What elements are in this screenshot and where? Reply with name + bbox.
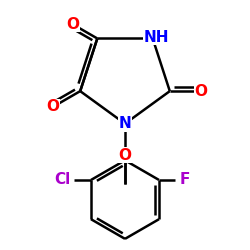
Text: O: O xyxy=(195,84,208,99)
Text: F: F xyxy=(180,172,190,188)
Text: N: N xyxy=(118,116,132,131)
Text: O: O xyxy=(118,148,132,162)
Text: O: O xyxy=(46,99,60,114)
Text: Cl: Cl xyxy=(54,172,70,188)
Text: NH: NH xyxy=(144,30,169,45)
Text: O: O xyxy=(66,16,79,32)
